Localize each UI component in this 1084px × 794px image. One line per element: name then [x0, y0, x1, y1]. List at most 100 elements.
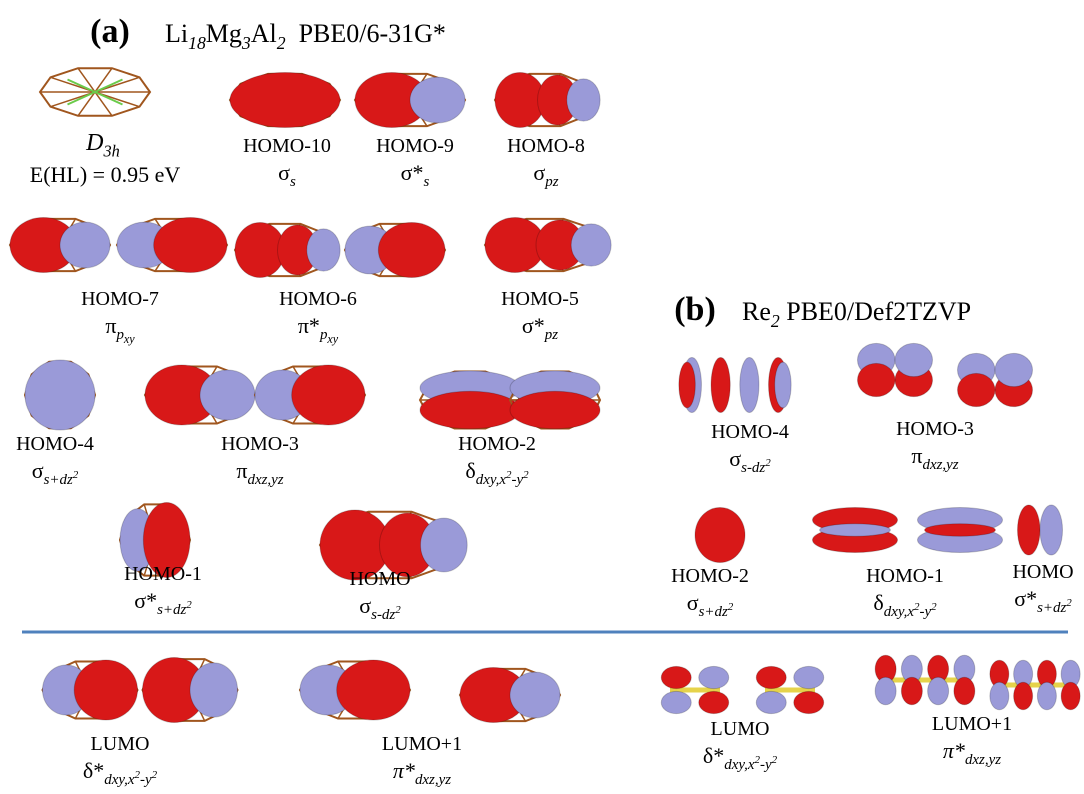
- text-segment: σ: [729, 446, 741, 471]
- orbital-name: LUMO: [711, 718, 770, 740]
- lobe: [954, 677, 975, 705]
- lobe: [661, 691, 691, 713]
- text-segment: Re: [742, 297, 771, 326]
- text-segment: σ*: [134, 588, 157, 613]
- orbital-name: HOMO-2: [671, 565, 749, 587]
- text-segment: π*: [393, 758, 415, 783]
- text-segment: dxy,x: [104, 772, 135, 788]
- lobe: [794, 691, 824, 713]
- lobe: [567, 79, 600, 121]
- lobe: [858, 363, 896, 396]
- text-segment: dxz,yz: [247, 472, 283, 488]
- lobe: [756, 691, 786, 713]
- lobe: [756, 666, 786, 688]
- text-segment: σ*: [1014, 586, 1037, 611]
- text-segment: pz: [544, 327, 558, 343]
- text-segment: dxz,yz: [415, 772, 451, 788]
- text-segment: Al: [251, 19, 277, 48]
- lobe: [1061, 682, 1080, 710]
- text-segment: D: [85, 130, 103, 156]
- text-segment: 2: [1066, 597, 1072, 609]
- lobe: [711, 358, 730, 413]
- text-segment: 3: [241, 33, 251, 53]
- lobe: [699, 666, 729, 688]
- text-segment: σ*: [401, 160, 424, 185]
- lobe: [1037, 682, 1056, 710]
- figure: (a)Li18Mg3Al2 PBE0/6-31G*D3hE(HL) = 0.95…: [0, 0, 1084, 794]
- text-segment: δ: [873, 590, 883, 615]
- text-segment: 2: [771, 311, 780, 331]
- text-segment: xy: [326, 332, 338, 346]
- panel-title: Li18Mg3Al2 PBE0/6-31G*: [165, 19, 446, 53]
- orbital-name: HOMO-8: [507, 135, 585, 157]
- text-segment: 2: [765, 457, 771, 469]
- text-segment: π*: [298, 313, 320, 338]
- orbital-name: HOMO-6: [279, 288, 357, 310]
- lobe: [230, 73, 340, 128]
- text-segment: s-dz: [371, 607, 395, 623]
- text-segment: δ: [465, 458, 475, 483]
- lobe: [190, 663, 238, 717]
- text-segment: π: [911, 443, 922, 468]
- text-segment: dxz,yz: [965, 752, 1001, 768]
- text-segment: 18: [188, 33, 206, 53]
- text-segment: s+dz: [157, 602, 186, 618]
- panel-label: (b): [674, 291, 716, 328]
- lobe: [995, 353, 1033, 386]
- lobe: [901, 677, 922, 705]
- lobe: [925, 524, 996, 537]
- orbital-name: HOMO-1: [866, 565, 944, 587]
- text-segment: -y: [920, 604, 932, 620]
- text-segment: xy: [123, 332, 135, 346]
- lobe: [990, 682, 1009, 710]
- lobe: [928, 677, 949, 705]
- text-segment: δ*: [83, 758, 104, 783]
- text-segment: -y: [140, 772, 152, 788]
- lobe: [60, 222, 110, 268]
- text-segment: 2: [73, 469, 79, 481]
- lobe: [571, 224, 611, 266]
- lobe: [510, 391, 600, 429]
- orbital-name: HOMO-5: [501, 288, 579, 310]
- lobe: [958, 373, 996, 406]
- text-segment: σ*: [522, 313, 545, 338]
- orbital-name: LUMO+1: [932, 713, 1012, 735]
- lobe: [421, 518, 468, 572]
- text-segment: dxy,x: [476, 472, 507, 488]
- text-segment: 2: [523, 469, 529, 481]
- orbital-name: LUMO: [91, 733, 150, 755]
- text-segment: 2: [931, 601, 937, 613]
- text-segment: σ: [278, 160, 290, 185]
- text-segment: s+dz: [699, 604, 728, 620]
- text-segment: 2: [772, 754, 778, 766]
- lobe: [378, 223, 445, 278]
- lobe: [200, 370, 255, 420]
- lobe: [74, 660, 137, 720]
- lobe: [775, 362, 791, 408]
- text-segment: Li: [165, 19, 188, 48]
- orbital-name: HOMO-2: [458, 433, 536, 455]
- orbital-name: HOMO-1: [124, 563, 202, 585]
- orbital-name: HOMO-10: [243, 135, 331, 157]
- text-segment: PBE0/6-31G*: [286, 19, 446, 48]
- text-segment: π: [236, 458, 247, 483]
- text-segment: π*: [943, 738, 965, 763]
- lobe: [307, 229, 340, 271]
- text-segment: 2: [395, 604, 401, 616]
- lobe: [794, 666, 824, 688]
- orbital-name: LUMO+1: [382, 733, 462, 755]
- lobe: [875, 677, 896, 705]
- lobe: [695, 508, 745, 563]
- lobe: [1040, 505, 1063, 555]
- lobe: [820, 524, 891, 537]
- text-segment: σ: [687, 590, 699, 615]
- lobe: [661, 666, 691, 688]
- text-segment: pz: [544, 174, 558, 190]
- text-segment: σ: [533, 160, 545, 185]
- text-segment: s: [424, 174, 430, 190]
- gap-label: E(HL) = 0.95 eV: [30, 162, 181, 187]
- text-segment: δ*: [703, 743, 724, 768]
- text-segment: 2: [277, 33, 286, 53]
- text-segment: Mg: [206, 19, 242, 48]
- lobe: [510, 672, 560, 718]
